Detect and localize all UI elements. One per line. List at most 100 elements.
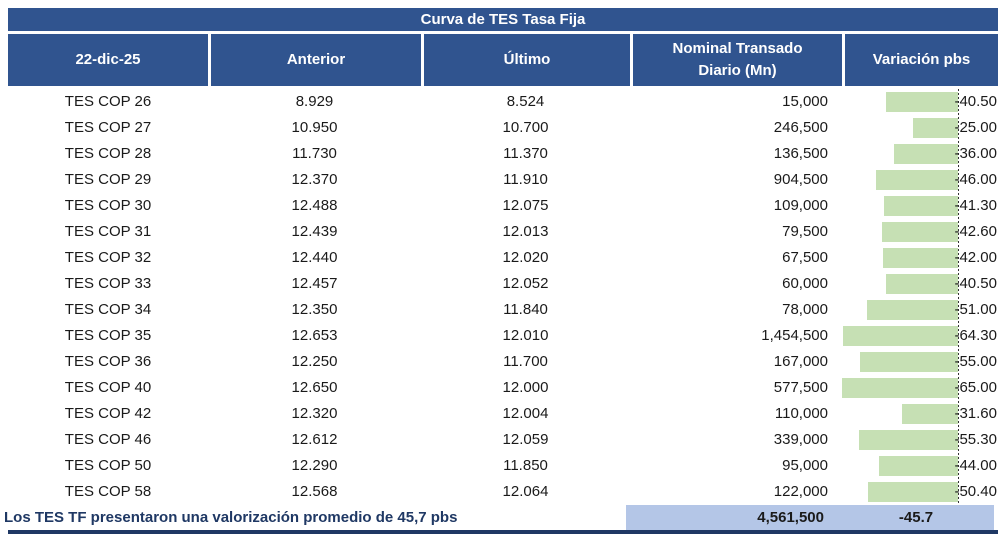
nominal-value: 246,500 bbox=[773, 119, 828, 136]
average-variation: -45.7 bbox=[898, 509, 934, 526]
ultimo-value: 11.910 bbox=[503, 171, 548, 188]
ultimo-value: 12.000 bbox=[502, 379, 549, 396]
bond-label: TES COP 31 bbox=[64, 223, 152, 240]
variation-bar bbox=[884, 196, 958, 216]
zero-axis-line bbox=[958, 89, 959, 505]
table-row: TES COP 50 12.290 11.850 95,000 -44.00 bbox=[8, 453, 998, 479]
nominal-value: 122,000 bbox=[773, 483, 828, 500]
variation-bar bbox=[867, 300, 958, 320]
summary-note: Los TES TF presentaron una valorización … bbox=[4, 509, 458, 526]
anterior-value: 12.653 bbox=[291, 327, 338, 344]
nominal-value: 339,000 bbox=[773, 431, 828, 448]
variation-bar bbox=[868, 482, 958, 502]
nominal-value: 577,500 bbox=[773, 379, 828, 396]
anterior-value: 12.320 bbox=[291, 405, 338, 422]
bond-label: TES COP 50 bbox=[64, 457, 152, 474]
table-row: TES COP 32 12.440 12.020 67,500 -42.00 bbox=[8, 245, 998, 271]
variation-bar bbox=[902, 404, 958, 424]
table-row: TES COP 26 8.929 8.524 15,000 -40.50 bbox=[8, 89, 998, 115]
table-row: TES COP 27 10.950 10.700 246,500 -25.00 bbox=[8, 115, 998, 141]
anterior-value: 11.730 bbox=[292, 145, 337, 162]
variation-bar bbox=[842, 378, 958, 398]
table-row: TES COP 46 12.612 12.059 339,000 -55.30 bbox=[8, 427, 998, 453]
variation-value: -41.30 bbox=[954, 197, 997, 214]
variation-value: -51.00 bbox=[954, 301, 997, 318]
variation-bar bbox=[860, 352, 958, 372]
col-header-date: 22-dic-25 bbox=[8, 34, 208, 86]
variation-bar bbox=[883, 248, 958, 268]
bond-label: TES COP 27 bbox=[64, 119, 152, 136]
anterior-value: 12.488 bbox=[291, 197, 338, 214]
ultimo-value: 10.700 bbox=[502, 119, 549, 136]
variation-cell: -64.30 bbox=[842, 323, 998, 349]
bond-label: TES COP 46 bbox=[64, 431, 152, 448]
variation-cell: -40.50 bbox=[842, 89, 998, 115]
table-row: TES COP 42 12.320 12.004 110,000 -31.60 bbox=[8, 401, 998, 427]
variation-bar bbox=[876, 170, 958, 190]
table-row: TES COP 30 12.488 12.075 109,000 -41.30 bbox=[8, 193, 998, 219]
variation-cell: -50.40 bbox=[842, 479, 998, 505]
col-header-variacion: Variación pbs bbox=[842, 34, 998, 86]
anterior-value: 12.457 bbox=[291, 275, 338, 292]
variation-value: -55.00 bbox=[954, 353, 997, 370]
nominal-value: 1,454,500 bbox=[761, 327, 828, 344]
anterior-value: 12.350 bbox=[291, 301, 338, 318]
table-row: TES COP 35 12.653 12.010 1,454,500 -64.3… bbox=[8, 323, 998, 349]
ultimo-value: 11.850 bbox=[503, 457, 548, 474]
variation-value: -46.00 bbox=[954, 171, 997, 188]
ultimo-value: 11.370 bbox=[503, 145, 548, 162]
ultimo-value: 12.052 bbox=[502, 275, 549, 292]
anterior-value: 12.290 bbox=[291, 457, 338, 474]
variation-value: -65.00 bbox=[954, 379, 997, 396]
bond-label: TES COP 30 bbox=[64, 197, 152, 214]
bond-label: TES COP 32 bbox=[64, 249, 152, 266]
variation-cell: -42.00 bbox=[842, 245, 998, 271]
anterior-value: 12.568 bbox=[291, 483, 338, 500]
nominal-value: 167,000 bbox=[773, 353, 828, 370]
col-header-ultimo: Último bbox=[421, 34, 630, 86]
variation-cell: -41.30 bbox=[842, 193, 998, 219]
anterior-value: 12.439 bbox=[291, 223, 338, 240]
bond-label: TES COP 33 bbox=[64, 275, 152, 292]
variation-value: -64.30 bbox=[954, 327, 997, 344]
summary-row: Los TES TF presentaron una valorización … bbox=[4, 505, 998, 530]
anterior-value: 8.929 bbox=[295, 93, 334, 110]
bond-label: TES COP 40 bbox=[64, 379, 152, 396]
variation-cell: -51.00 bbox=[842, 297, 998, 323]
table-body: TES COP 26 8.929 8.524 15,000 -40.50 TES… bbox=[8, 89, 998, 505]
divider bbox=[8, 31, 998, 34]
variation-cell: -31.60 bbox=[842, 401, 998, 427]
variation-bar bbox=[894, 144, 958, 164]
variation-bar bbox=[879, 456, 958, 476]
table-row: TES COP 34 12.350 11.840 78,000 -51.00 bbox=[8, 297, 998, 323]
ultimo-value: 12.020 bbox=[502, 249, 549, 266]
ultimo-value: 12.013 bbox=[502, 223, 549, 240]
ultimo-value: 8.524 bbox=[506, 93, 545, 110]
header-row: 22-dic-25 Anterior Último Nominal Transa… bbox=[8, 34, 998, 86]
table-row: TES COP 31 12.439 12.013 79,500 -42.60 bbox=[8, 219, 998, 245]
ultimo-value: 12.004 bbox=[502, 405, 549, 422]
ultimo-value: 12.010 bbox=[502, 327, 549, 344]
anterior-value: 12.650 bbox=[291, 379, 338, 396]
anterior-value: 12.612 bbox=[291, 431, 338, 448]
bottom-border bbox=[8, 530, 998, 534]
bond-label: TES COP 36 bbox=[64, 353, 152, 370]
nominal-value: 15,000 bbox=[782, 93, 828, 110]
table-row: TES COP 29 12.370 11.910 904,500 -46.00 bbox=[8, 167, 998, 193]
variation-cell: -46.00 bbox=[842, 167, 998, 193]
variation-value: -44.00 bbox=[954, 457, 997, 474]
nominal-value: 79,500 bbox=[782, 223, 828, 240]
table-row: TES COP 28 11.730 11.370 136,500 -36.00 bbox=[8, 141, 998, 167]
bond-label: TES COP 26 bbox=[64, 93, 152, 110]
ultimo-value: 12.075 bbox=[502, 197, 549, 214]
table-row: TES COP 58 12.568 12.064 122,000 -50.40 bbox=[8, 479, 998, 505]
summary-totals: 4,561,500 -45.7 bbox=[626, 505, 994, 530]
variation-cell: -36.00 bbox=[842, 141, 998, 167]
ultimo-value: 12.064 bbox=[502, 483, 549, 500]
variation-value: -31.60 bbox=[954, 405, 997, 422]
variation-value: -36.00 bbox=[954, 145, 997, 162]
variation-value: -25.00 bbox=[954, 119, 997, 136]
table: Curva de TES Tasa Fija 22-dic-25 Anterio… bbox=[4, 8, 998, 534]
variation-bar bbox=[843, 326, 958, 346]
